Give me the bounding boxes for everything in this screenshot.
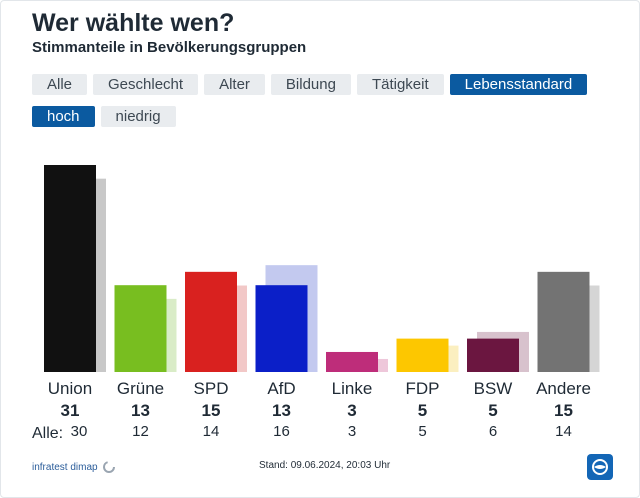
bar-hoch-bsw[interactable] — [467, 338, 519, 372]
value-label: 13 — [131, 401, 150, 420]
infratest-logo: infratest dimap — [32, 460, 116, 474]
label-column-fdp: FDP 5 5 — [383, 379, 463, 443]
party-label: BSW — [473, 379, 513, 398]
all-value-label: 12 — [132, 423, 149, 440]
bar-hoch-fdp[interactable] — [396, 338, 449, 372]
value-label: 3 — [347, 401, 357, 420]
tab-geschlecht[interactable]: Geschlecht — [93, 74, 199, 95]
tagesschau-logo-icon[interactable] — [587, 454, 613, 480]
tab-lebensstandard[interactable]: Lebensstandard — [449, 74, 588, 95]
value-label: 31 — [60, 401, 80, 420]
all-value-label: 6 — [488, 423, 498, 440]
label-column-union: Union 31 30 — [30, 379, 110, 443]
bar-hoch-union[interactable] — [44, 165, 96, 372]
value-label: 13 — [272, 401, 291, 420]
all-value-label: 3 — [347, 423, 357, 440]
bar-hoch-spd[interactable] — [185, 271, 237, 372]
label-column-bsw: BSW 5 6 — [453, 379, 533, 443]
party-label: Linke — [331, 379, 373, 398]
label-column-linke: Linke 3 3 — [312, 379, 392, 443]
tab-niedrig[interactable]: niedrig — [100, 106, 176, 127]
party-label: FDP — [405, 379, 440, 398]
subgroup-tabs: hoch niedrig — [32, 106, 176, 127]
globe-icon — [592, 459, 608, 475]
all-value-label: 30 — [70, 423, 88, 440]
bar-hoch-linke[interactable] — [326, 351, 378, 372]
infratest-ring-icon — [102, 461, 115, 473]
bar-chart — [44, 165, 600, 372]
label-column-grüne: Grüne 13 12 — [101, 379, 181, 443]
all-value-label: 5 — [418, 423, 427, 440]
label-column-spd: SPD 15 14 — [171, 379, 251, 443]
value-label: 5 — [488, 401, 498, 420]
tab-hoch[interactable]: hoch — [32, 106, 95, 127]
value-label: 5 — [417, 401, 428, 420]
bar-hoch-andere[interactable] — [537, 271, 590, 372]
page-subtitle: Stimmanteile in Bevölkerungsgruppen — [32, 39, 307, 56]
tab-alter[interactable]: Alter — [204, 74, 265, 95]
all-value-label: 16 — [273, 423, 290, 440]
bar-hoch-afd[interactable] — [255, 285, 308, 372]
all-value-label: 14 — [202, 423, 220, 440]
page-title: Wer wählte wen? — [32, 9, 235, 37]
value-label: 15 — [201, 401, 221, 420]
bar-hoch-grüne[interactable] — [114, 285, 167, 372]
tab-alle[interactable]: Alle — [32, 74, 88, 95]
party-label: Grüne — [116, 379, 165, 398]
party-label: Andere — [536, 379, 591, 398]
timestamp: Stand: 09.06.2024, 20:03 Uhr — [259, 460, 391, 471]
all-value-label: 14 — [555, 423, 572, 440]
all-label: Alle: — [32, 425, 64, 442]
source-label: infratest dimap — [32, 461, 98, 473]
tab-taetigkeit[interactable]: Tätigkeit — [356, 74, 444, 95]
category-tabs: Alle Geschlecht Alter Bildung Tätigkeit … — [32, 74, 588, 95]
value-label: 15 — [554, 401, 573, 420]
party-label: AfD — [267, 379, 296, 398]
tab-bildung[interactable]: Bildung — [270, 74, 351, 95]
label-column-afd: AfD 13 16 — [242, 379, 322, 443]
party-label: SPD — [193, 379, 229, 398]
party-label: Union — [47, 379, 93, 398]
label-column-andere: Andere 15 14 — [524, 379, 604, 443]
